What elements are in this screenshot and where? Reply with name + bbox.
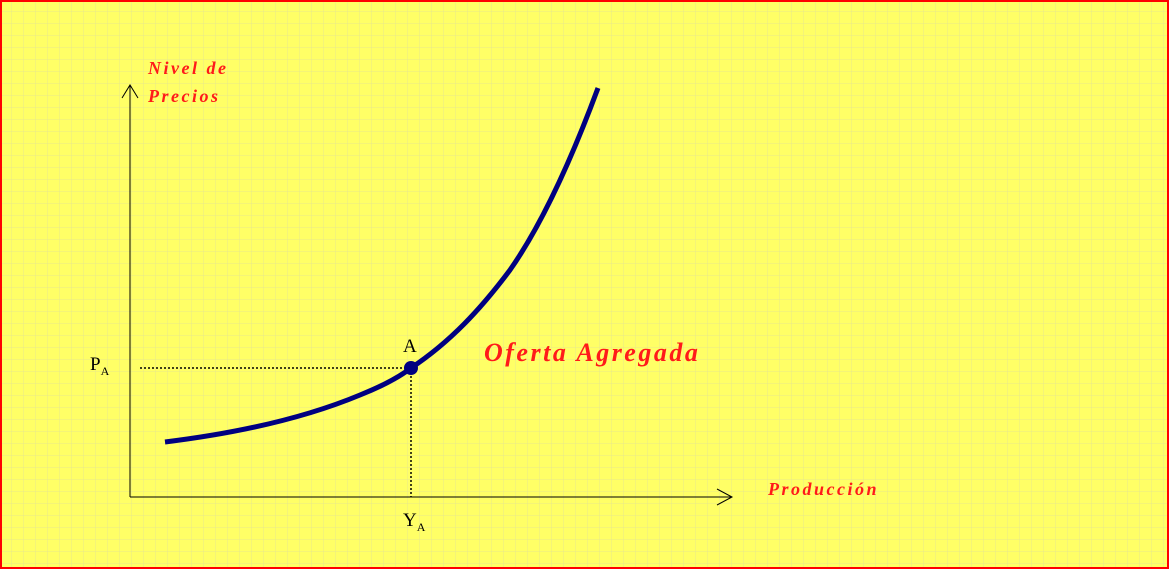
point-a bbox=[404, 361, 418, 375]
output-label: YA bbox=[403, 510, 426, 534]
y-arrow bbox=[121, 84, 139, 99]
price-main: P bbox=[90, 354, 101, 375]
price-sub: A bbox=[101, 364, 110, 378]
axes bbox=[121, 84, 734, 506]
supply-curve bbox=[164, 87, 601, 445]
guides bbox=[140, 367, 412, 497]
y-axis-label-1: Nivel de bbox=[147, 58, 228, 78]
output-main: Y bbox=[403, 510, 417, 531]
curve-label: Oferta Agregada bbox=[484, 338, 700, 367]
point-label: A bbox=[403, 336, 417, 357]
x-axis-label: Producción bbox=[767, 479, 879, 499]
output-sub: A bbox=[417, 520, 426, 534]
y-axis-label-2: Precios bbox=[147, 86, 220, 106]
x-arrow bbox=[716, 488, 734, 506]
price-label: PA bbox=[90, 354, 110, 378]
